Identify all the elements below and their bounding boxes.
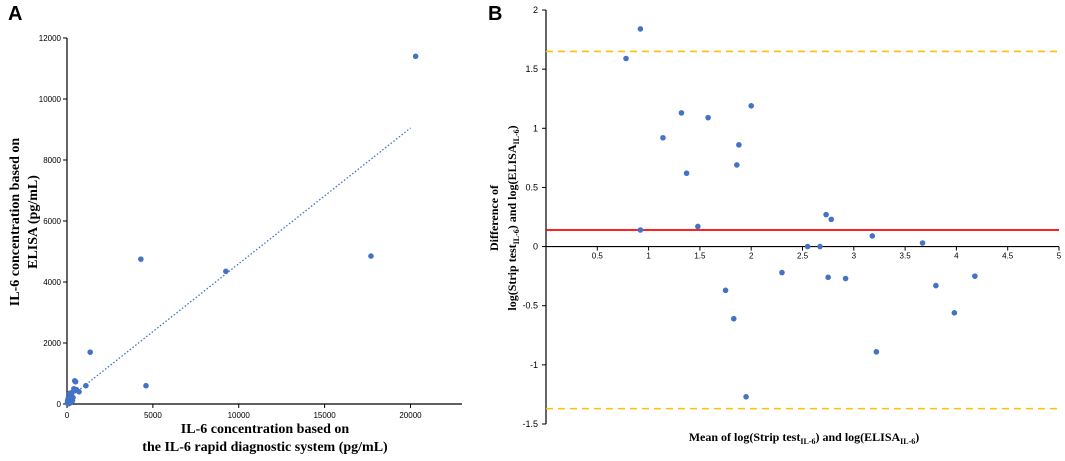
chart-b-point [683, 170, 690, 177]
chart-b-ytick-label: -0.5 [522, 301, 538, 311]
chart-b-xtick-label: 4.5 [1002, 252, 1014, 261]
chart-a-xlabel-line1: IL-6 concentration based on [181, 422, 350, 437]
chart-a-point [72, 378, 79, 385]
chart-b-point [951, 310, 958, 316]
chart-b-point [637, 26, 644, 32]
chart-a: 0 2000 4000 6000 8000 10000 12000 0 5000 10000 150… [8, 34, 462, 455]
chart-a-ylabel-line2: ELISA (pg/mL) [26, 175, 41, 269]
chart-a-trendline [71, 127, 411, 396]
chart-b-xtick-label: 1 [646, 252, 651, 261]
chart-a-point [87, 349, 93, 355]
chart-b-point [842, 275, 849, 282]
chart-b-point [972, 273, 978, 279]
chart-b-ytick-label: 1 [533, 123, 538, 133]
chart-b-point [817, 243, 823, 250]
chart-b-ytick-label: -1 [530, 360, 538, 370]
chart-a-ytick-label: 12000 [39, 34, 62, 43]
chart-b-ylabel-line2: log(Strip testIL-6) and log(ELISAIL-6) [505, 125, 521, 310]
chart-a-point [83, 382, 89, 389]
chart-b-xtick-label: 0.5 [592, 252, 604, 261]
chart-b-point [637, 227, 644, 233]
chart-a-point [143, 382, 149, 389]
chart-b-ytick-label: 0 [533, 242, 538, 252]
chart-b-point [748, 103, 754, 109]
chart-b-point [705, 114, 711, 121]
chart-b-point [743, 393, 749, 400]
chart-b-ytick-label: 0.5 [525, 182, 538, 192]
chart-a-point [412, 53, 419, 60]
chart-a-ytick-label: 10000 [39, 95, 62, 104]
chart-b: -1.5-1-0.500.511.520.5 1 1.5 2 2.5 3 3.5 4 4.5 5 … [487, 5, 1062, 446]
chart-a-point [70, 394, 76, 401]
chart-b-point [722, 287, 729, 294]
chart-b-xtick-label: 5 [1057, 252, 1062, 261]
chart-b-point [678, 110, 685, 116]
panel-a-label: A [8, 3, 22, 25]
chart-b-point [919, 240, 926, 246]
chart-a-xtick-label: 0 [65, 411, 70, 420]
chart-a-ytick-label: 0 [57, 400, 62, 409]
chart-a-ytick-label: 2000 [43, 339, 61, 348]
chart-b-xtick-label: 3 [852, 252, 857, 261]
chart-b-point [736, 142, 742, 148]
chart-b-ytick-label: -1.5 [522, 419, 538, 429]
chart-b-point [623, 55, 629, 62]
chart-b-ylabel-line1: Difference of [487, 184, 501, 251]
chart-b-xtick-label: 2.5 [797, 252, 809, 261]
chart-a-ylabel-line1: IL-6 concentration based on [8, 138, 23, 307]
chart-b-ytick-label: 1.5 [525, 64, 538, 74]
chart-b-point [869, 233, 876, 239]
chart-a-ytick-label: 4000 [43, 278, 61, 287]
chart-b-xtick-label: 1.5 [694, 252, 706, 261]
chart-b-xtick-label: 3.5 [900, 252, 912, 261]
chart-a-xtick-label: 5000 [144, 411, 162, 420]
chart-a-ytick-label: 8000 [43, 156, 61, 165]
chart-a-xtick-label: 10000 [228, 411, 251, 420]
panel-b-label: B [488, 3, 502, 25]
chart-b-point [779, 269, 785, 276]
chart-b-point [695, 223, 701, 230]
chart-b-point [734, 162, 740, 168]
chart-b-xtick-label: 4 [954, 252, 959, 261]
chart-a-xlabel-line2: the IL-6 rapid diagnostic system (pg/mL) [142, 440, 388, 455]
chart-b-point [873, 349, 880, 355]
chart-b-point [828, 216, 835, 223]
chart-b-point [804, 243, 811, 250]
chart-b-point [825, 274, 831, 281]
chart-a-xtick-label: 15000 [313, 411, 336, 420]
chart-a-point [138, 256, 144, 262]
chart-b-xtick-label: 2 [749, 252, 754, 261]
chart-b-point [730, 315, 737, 322]
chart-b-point [660, 134, 666, 141]
chart-a-point [368, 253, 374, 259]
chart-b-xlabel: Mean of log(Strip testIL-6) and log(ELIS… [689, 430, 920, 446]
chart-b-point [823, 211, 829, 218]
chart-b-ytick-label: 2 [533, 5, 538, 15]
chart-b-point [933, 282, 939, 289]
chart-a-point [223, 268, 229, 275]
chart-a-ytick-label: 6000 [43, 217, 61, 226]
chart-a-xtick-label: 20000 [399, 411, 422, 420]
chart-a-point [76, 389, 82, 395]
